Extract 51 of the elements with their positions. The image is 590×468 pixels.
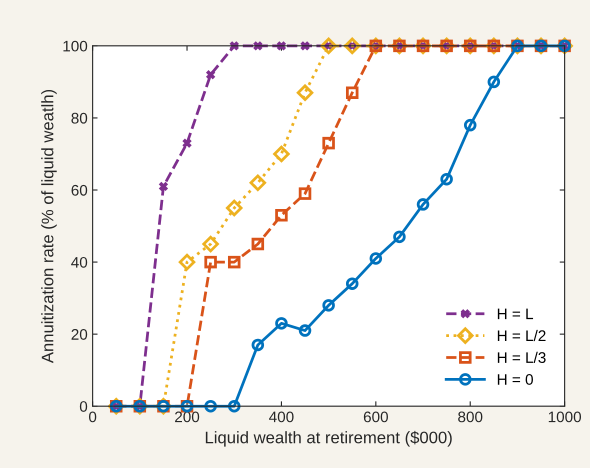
point <box>346 277 358 290</box>
x-tick-label: 1000 <box>548 411 582 422</box>
point <box>464 118 476 132</box>
point <box>296 84 314 101</box>
point <box>253 41 262 50</box>
legend-label: H = L/2 <box>498 330 546 342</box>
x-tick-label: 400 <box>269 411 294 422</box>
point <box>440 172 453 186</box>
point <box>252 238 264 250</box>
point <box>182 138 192 148</box>
x-tick-label: 800 <box>458 411 482 422</box>
y-axis-title: Annuitization rate (% of liquid weatlh) <box>41 90 57 364</box>
y-tick-label: 100 <box>63 40 88 52</box>
point <box>298 324 312 337</box>
point <box>273 146 290 162</box>
point <box>226 200 242 216</box>
point <box>178 254 196 270</box>
point <box>370 252 382 265</box>
point <box>276 41 286 50</box>
legend-label: H = L/3 <box>498 352 546 363</box>
y-tick-label: 80 <box>71 112 88 124</box>
point <box>204 256 217 268</box>
point <box>228 256 240 268</box>
point <box>488 76 500 88</box>
point <box>252 338 264 352</box>
y-tick-label: 20 <box>72 329 88 340</box>
point <box>346 86 358 99</box>
point <box>298 187 312 200</box>
legend-label: H = L <box>498 308 534 320</box>
y-tick-label: 60 <box>72 184 88 196</box>
point <box>250 174 266 192</box>
point <box>320 38 337 54</box>
point <box>206 70 216 80</box>
point <box>322 136 335 150</box>
y-tick-label: 0 <box>80 401 88 412</box>
point <box>393 230 406 244</box>
point <box>202 236 219 252</box>
point <box>322 299 335 312</box>
point <box>158 182 168 191</box>
x-axis-title: Liquid wealth at retirement ($000) <box>206 430 452 447</box>
point <box>228 400 240 412</box>
y-tick-label: 40 <box>71 256 88 268</box>
point <box>204 400 217 412</box>
point <box>344 38 360 54</box>
x-tick-label: 200 <box>175 411 200 422</box>
x-tick-label: 0 <box>88 411 96 422</box>
point <box>416 198 430 211</box>
x-tick-label: 600 <box>364 411 388 422</box>
legend-label: H = 0 <box>498 374 533 385</box>
point <box>275 317 288 330</box>
point <box>275 208 288 222</box>
